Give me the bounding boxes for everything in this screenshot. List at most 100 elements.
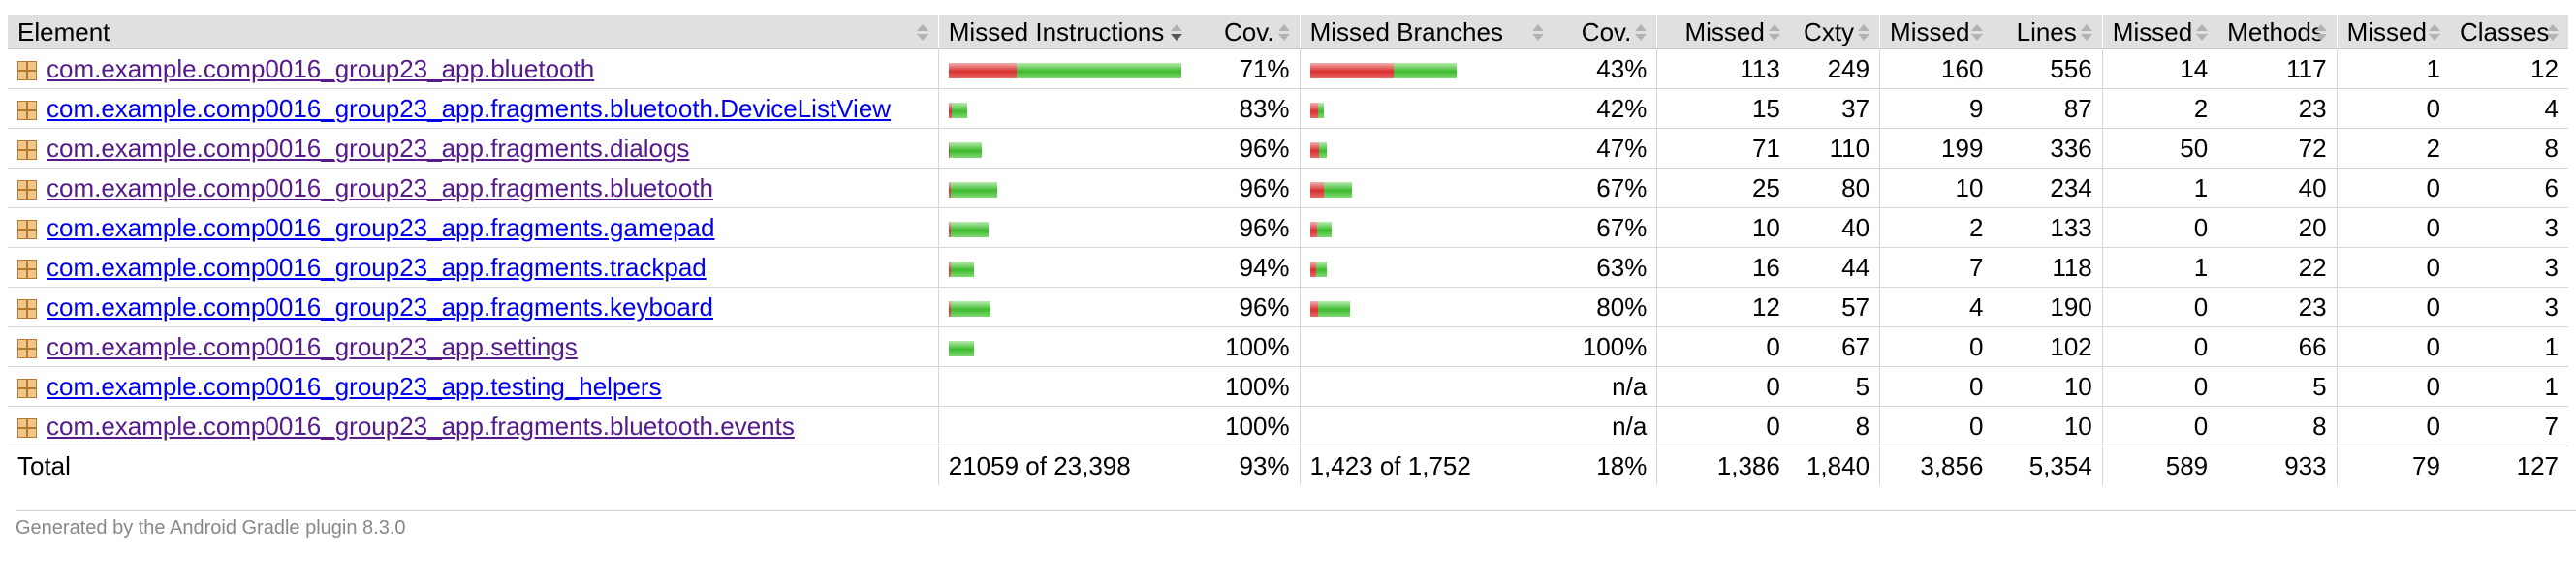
package-link[interactable]: com.example.comp0016_group23_app.fragmen… bbox=[47, 133, 690, 163]
missed-bar-segment bbox=[1309, 102, 1318, 118]
package-icon bbox=[17, 417, 37, 438]
package-link[interactable]: com.example.comp0016_group23_app.fragmen… bbox=[47, 93, 892, 123]
covered-bar-segment bbox=[1016, 62, 1181, 78]
header-element[interactable]: Element bbox=[8, 15, 939, 49]
missed-bar-segment bbox=[948, 221, 951, 237]
classes: 12 bbox=[2449, 48, 2568, 89]
coverage-bar bbox=[948, 141, 982, 158]
header-classes[interactable]: Classes bbox=[2449, 15, 2568, 49]
branches-coverage: 67% bbox=[1554, 168, 1657, 208]
package-link[interactable]: com.example.comp0016_group23_app.fragmen… bbox=[47, 292, 713, 322]
missed-bar-segment bbox=[1309, 141, 1319, 158]
methods-missed: 14 bbox=[2101, 48, 2218, 89]
package-icon bbox=[17, 378, 37, 398]
missed-branches-bar bbox=[1299, 366, 1555, 407]
classes-missed: 0 bbox=[2336, 326, 2450, 367]
element-cell: com.example.comp0016_group23_app.fragmen… bbox=[8, 88, 939, 129]
lines: 10 bbox=[1993, 366, 2103, 407]
element-cell: com.example.comp0016_group23_app.fragmen… bbox=[8, 168, 939, 208]
table-row: com.example.comp0016_group23_app.testing… bbox=[8, 366, 2568, 407]
package-icon bbox=[17, 60, 37, 80]
package-link[interactable]: com.example.comp0016_group23_app.setting… bbox=[47, 331, 578, 361]
table-row: com.example.comp0016_group23_app.bluetoo… bbox=[8, 48, 2568, 89]
covered-bar-segment bbox=[950, 261, 974, 277]
classes: 7 bbox=[2449, 406, 2568, 446]
sort-icon bbox=[2547, 23, 2559, 43]
lines: 118 bbox=[1993, 247, 2103, 288]
package-link[interactable]: com.example.comp0016_group23_app.fragmen… bbox=[47, 411, 795, 441]
methods-missed: 0 bbox=[2101, 366, 2218, 407]
complexity-missed: 16 bbox=[1656, 247, 1790, 288]
missed-instructions-bar bbox=[937, 48, 1193, 89]
package-icon bbox=[17, 219, 37, 239]
complexity: 110 bbox=[1789, 128, 1880, 169]
package-link[interactable]: com.example.comp0016_group23_app.bluetoo… bbox=[47, 53, 595, 83]
classes: 3 bbox=[2449, 287, 2568, 327]
methods: 22 bbox=[2217, 247, 2338, 288]
total-instructions: 21059 of 23,398 bbox=[937, 446, 1193, 485]
header-methods[interactable]: Methods bbox=[2217, 15, 2338, 49]
missed-bar-segment bbox=[948, 62, 1017, 78]
branches-coverage: n/a bbox=[1554, 406, 1657, 446]
header-lines[interactable]: Lines bbox=[1993, 15, 2103, 49]
branches-coverage: n/a bbox=[1554, 366, 1657, 407]
branches-coverage: 100% bbox=[1554, 326, 1657, 367]
header-classes-missed[interactable]: Missed bbox=[2336, 15, 2450, 49]
methods-missed: 0 bbox=[2101, 406, 2218, 446]
table-row: com.example.comp0016_group23_app.fragmen… bbox=[8, 247, 2568, 288]
missed-branches-bar bbox=[1299, 88, 1555, 129]
header-lines-missed[interactable]: Missed bbox=[1879, 15, 1994, 49]
coverage-bar bbox=[1309, 300, 1350, 317]
header-complexity-missed[interactable]: Missed bbox=[1656, 15, 1790, 49]
methods-missed: 1 bbox=[2101, 247, 2218, 288]
element-cell: com.example.comp0016_group23_app.setting… bbox=[8, 326, 939, 367]
lines: 556 bbox=[1993, 48, 2103, 89]
coverage-bar bbox=[948, 221, 989, 237]
package-link[interactable]: com.example.comp0016_group23_app.fragmen… bbox=[47, 172, 714, 202]
package-icon bbox=[17, 259, 37, 279]
complexity-missed: 113 bbox=[1656, 48, 1790, 89]
header-instructions-coverage[interactable]: Cov. bbox=[1192, 15, 1301, 49]
coverage-table: Element Missed Instructions Cov. Missed Bra… bbox=[8, 15, 2568, 485]
missed-instructions-bar bbox=[937, 128, 1193, 169]
missed-branches-bar bbox=[1299, 168, 1555, 208]
instructions-coverage: 96% bbox=[1192, 168, 1301, 208]
package-icon bbox=[17, 100, 37, 120]
lines-missed: 0 bbox=[1879, 406, 1994, 446]
missed-branches-bar bbox=[1299, 128, 1555, 169]
complexity-missed: 0 bbox=[1656, 326, 1790, 367]
missed-bar-segment bbox=[1309, 221, 1317, 237]
instructions-coverage: 96% bbox=[1192, 207, 1301, 248]
complexity: 37 bbox=[1789, 88, 1880, 129]
header-label: Cov. bbox=[1581, 16, 1632, 46]
methods: 72 bbox=[2217, 128, 2338, 169]
table-row: com.example.comp0016_group23_app.fragmen… bbox=[8, 168, 2568, 208]
coverage-bar bbox=[1309, 261, 1327, 277]
header-methods-missed[interactable]: Missed bbox=[2101, 15, 2218, 49]
coverage-bar bbox=[1309, 62, 1457, 78]
header-missed-branches[interactable]: Missed Branches bbox=[1299, 15, 1555, 49]
complexity: 8 bbox=[1789, 406, 1880, 446]
lines: 10 bbox=[1993, 406, 2103, 446]
table-row: com.example.comp0016_group23_app.fragmen… bbox=[8, 128, 2568, 169]
total-classes-missed: 79 bbox=[2336, 446, 2450, 485]
classes-missed: 0 bbox=[2336, 247, 2450, 288]
instructions-coverage: 71% bbox=[1192, 48, 1301, 89]
package-link[interactable]: com.example.comp0016_group23_app.fragmen… bbox=[47, 252, 707, 282]
lines: 234 bbox=[1993, 168, 2103, 208]
total-row: Total 21059 of 23,398 93% 1,423 of 1,752… bbox=[8, 446, 2568, 485]
complexity-missed: 15 bbox=[1656, 88, 1790, 129]
package-link[interactable]: com.example.comp0016_group23_app.testing… bbox=[47, 371, 662, 401]
classes: 3 bbox=[2449, 207, 2568, 248]
classes: 8 bbox=[2449, 128, 2568, 169]
header-complexity[interactable]: Cxty bbox=[1789, 15, 1880, 49]
header-branches-coverage[interactable]: Cov. bbox=[1554, 15, 1657, 49]
covered-bar-segment bbox=[1315, 261, 1327, 277]
header-missed-instructions[interactable]: Missed Instructions bbox=[937, 15, 1193, 49]
coverage-bar bbox=[1309, 221, 1332, 237]
package-link[interactable]: com.example.comp0016_group23_app.fragmen… bbox=[47, 212, 715, 242]
coverage-bar bbox=[1309, 181, 1352, 198]
missed-instructions-bar bbox=[937, 406, 1193, 446]
coverage-bar bbox=[948, 261, 974, 277]
methods-missed: 0 bbox=[2101, 326, 2218, 367]
